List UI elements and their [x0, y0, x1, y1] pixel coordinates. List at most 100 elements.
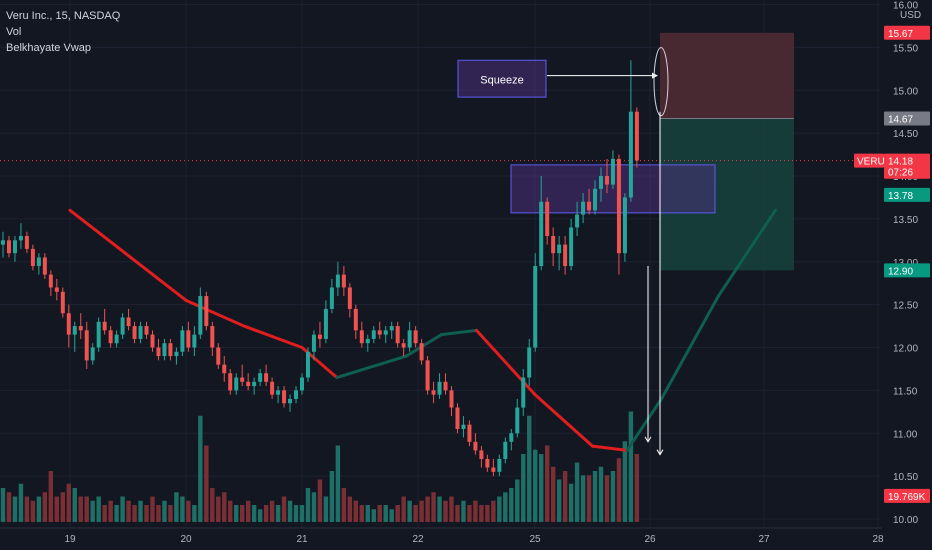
candle-body [216, 347, 221, 365]
volume-bar [299, 505, 305, 522]
candle-body [162, 343, 167, 357]
price-tag-label: 13.78 [888, 191, 913, 202]
price-tick-label: 16.00 [893, 1, 918, 12]
price-tag [884, 263, 930, 278]
candle-body [60, 291, 65, 314]
price-tick-label: 10.00 [893, 515, 918, 526]
chart-zones [0, 32, 880, 271]
candle-body [587, 201, 592, 211]
volume-bar [586, 475, 592, 522]
candle-body [42, 257, 47, 275]
volume-bar [18, 483, 24, 522]
time-axis[interactable]: 19 20 21 22 25 26 27 28 [0, 527, 884, 545]
candle-body [228, 373, 233, 391]
symbol-title[interactable]: Veru Inc., 15, NASDAQ [6, 10, 121, 22]
volume-bar [42, 492, 48, 522]
squeeze-label-box [457, 59, 547, 98]
price-tick-label: 12.50 [893, 301, 918, 312]
volume-bar [120, 496, 125, 522]
drop-arrowhead-1 [644, 436, 652, 443]
volume-bar [598, 466, 604, 522]
price-axis[interactable]: 10.00 10.50 11.00 11.50 12.00 12.50 13.00 13.50… [854, 0, 932, 550]
candle-body [294, 390, 299, 399]
candle-body [150, 334, 155, 348]
candle-body [174, 351, 179, 357]
volume-bar [401, 496, 406, 522]
candle-body [66, 313, 71, 335]
candle-body [192, 334, 197, 348]
price-tag [884, 187, 930, 202]
volume-bar [335, 445, 341, 522]
volume-bar [269, 500, 275, 522]
price-tick-label: 13.50 [893, 215, 918, 226]
squeeze-ellipse [653, 47, 669, 117]
candle-body [431, 390, 436, 395]
volume-bar [263, 505, 269, 522]
candle-body [108, 330, 113, 344]
volume-bar [36, 496, 42, 522]
candle-body [24, 236, 29, 249]
volume-bar [485, 505, 490, 522]
volume-bar [168, 505, 173, 522]
vwap-segment [335, 354, 408, 380]
candle-body [30, 248, 35, 267]
candle-body [610, 158, 615, 185]
price-tick-label: 15.00 [893, 86, 918, 97]
candle-body [329, 287, 334, 309]
volume-bar [323, 496, 329, 522]
volume-bar [96, 496, 101, 522]
volume-bar [467, 505, 472, 522]
volume-indicator-label[interactable]: Vol [6, 26, 22, 38]
vwap-segment [533, 393, 594, 448]
vwap-segment [184, 298, 246, 328]
volume-bar [84, 496, 89, 522]
candle-body [341, 274, 346, 288]
volume-bar [461, 500, 466, 522]
candle-body [455, 407, 460, 429]
volume-bar [240, 505, 245, 522]
candle-body [204, 296, 209, 327]
candle-body [461, 424, 466, 429]
candle-body [407, 330, 412, 348]
volume-bar [54, 496, 60, 522]
candle-body [300, 377, 304, 391]
volume-bar [72, 488, 77, 522]
candle-body [527, 347, 532, 378]
volume-bar [353, 500, 359, 522]
vwap-indicator-label[interactable]: Belkhayate Vwap [6, 42, 91, 54]
volume-bar [251, 505, 257, 522]
volume-bar [144, 505, 149, 522]
volume-bar [425, 496, 430, 522]
candle-body [264, 373, 269, 382]
candle-body [282, 390, 287, 404]
annotations: Squeeze [480, 47, 669, 456]
vwap-segment [68, 208, 188, 302]
volume-bar [12, 496, 18, 522]
candle-body [533, 266, 538, 348]
volume-bar [359, 505, 364, 522]
volume-bar [497, 496, 502, 522]
volume-bar [437, 496, 442, 522]
volume-bar [317, 479, 323, 522]
volume-bar [305, 488, 311, 522]
volume-bar [186, 500, 191, 522]
candle-body [395, 326, 400, 344]
volume-bar [132, 505, 137, 522]
candle-body [198, 296, 203, 335]
time-tick-label: 25 [529, 534, 541, 545]
volume-bar [138, 500, 143, 522]
volume-bar [347, 496, 353, 522]
candle-body [581, 201, 586, 215]
candle-body [18, 236, 23, 241]
candle-body [126, 317, 131, 327]
volume-bar [431, 492, 436, 522]
price-tag-label: 19.769K [888, 492, 926, 503]
volume-bar [275, 505, 281, 522]
candle-body [186, 330, 191, 348]
price-tag-label: VERU [857, 157, 885, 168]
volume-bar [419, 500, 424, 522]
volume-bar [66, 483, 71, 522]
price-tick-label: 11.00 [893, 429, 918, 440]
price-tag-label: 07:26 [888, 168, 913, 179]
